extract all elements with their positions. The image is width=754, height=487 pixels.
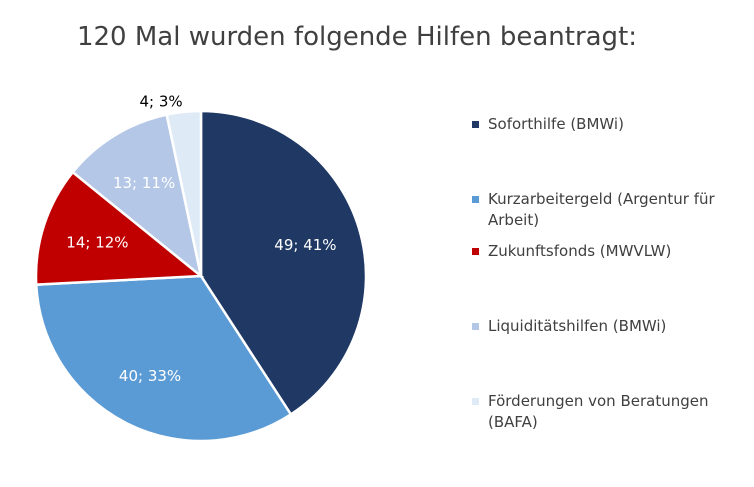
legend-label: Förderungen von Beratungen (BAFA) (488, 392, 709, 431)
chart-title-text: 120 Mal wurden folgende Hilfen beantragt… (76, 22, 638, 52)
legend-swatch (472, 121, 479, 128)
legend-label: Liquiditätshilfen (BMWi) (488, 317, 667, 335)
legend: Soforthilfe (BMWi) Kurzarbeitergeld (Arge… (472, 114, 742, 433)
legend-item: Zukunftsfonds (MWVLW) (472, 241, 742, 262)
pie-slice (34, 170, 205, 286)
data-label: 14; 12% (66, 233, 128, 251)
data-label: 4; 3% (140, 93, 183, 111)
data-label: 49; 41% (274, 236, 336, 254)
data-label: 13; 11% (113, 174, 175, 192)
legend-item: Liquiditätshilfen (BMWi) (472, 316, 742, 337)
legend-swatch (472, 248, 479, 255)
legend-item: Kurzarbeitergeld (Argentur für Arbeit) (472, 189, 742, 231)
legend-item: Soforthilfe (BMWi) (472, 114, 742, 135)
pie-slice (71, 113, 203, 280)
data-label: 40; 33% (119, 367, 181, 385)
legend-item: Förderungen von Beratungen (BAFA) (472, 391, 742, 433)
pie-slice (34, 274, 293, 443)
chart-title: 120 Mal wurden folgende Hilfen beantragt… (0, 22, 754, 52)
legend-label: Zukunftsfonds (MWVLW) (488, 242, 672, 260)
legend-swatch (472, 398, 479, 405)
legend-swatch (472, 323, 479, 330)
legend-label: Soforthilfe (BMWi) (488, 115, 624, 133)
legend-label: Kurzarbeitergeld (Argentur für Arbeit) (488, 190, 715, 229)
pie-slice (165, 109, 203, 277)
legend-swatch (472, 196, 479, 203)
